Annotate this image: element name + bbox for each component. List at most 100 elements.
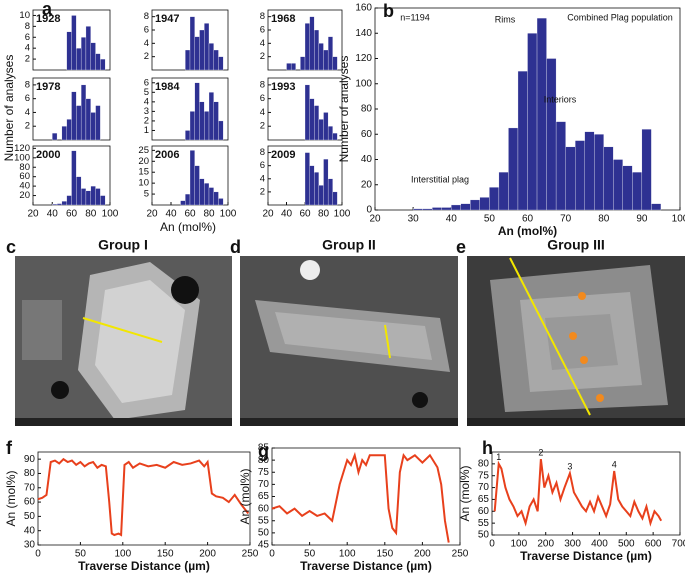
plot-frame [37, 451, 251, 546]
y-tick-label: 45 [258, 540, 270, 551]
bar [451, 204, 461, 211]
x-tick-label: 70 [560, 214, 572, 225]
line [271, 451, 450, 543]
y-tick-label: 4 [25, 43, 30, 54]
bar [323, 112, 329, 141]
y-tick-label: 6 [25, 93, 30, 104]
bar [318, 185, 324, 206]
bar [66, 31, 72, 71]
bar [508, 127, 519, 211]
x-tick-label: 100 [672, 214, 685, 225]
x-tick-label: 40 [47, 209, 59, 220]
y-tick-label: 25 [138, 145, 149, 156]
y-tick-label: 6 [144, 77, 149, 88]
y-tick-label: 5 [144, 189, 149, 200]
y-tick-label: 50 [258, 528, 270, 539]
y-tick-label: 60 [361, 129, 373, 140]
x-tick-label: 20 [262, 209, 274, 220]
y-tick-label: 8 [25, 79, 30, 90]
panel-year: 1947 [155, 13, 179, 25]
y-tick-label: 40 [19, 181, 30, 192]
x-tick-label: 100 [339, 549, 356, 560]
bar [85, 26, 91, 71]
annotation: Interstitial plag [411, 174, 469, 184]
line [37, 457, 250, 537]
bar [71, 91, 77, 141]
x-tick-label: 60 [522, 214, 534, 225]
x-tick-label: 50 [75, 549, 87, 560]
x-axis-label: Traverse Distance (µm) [520, 549, 652, 563]
bar [318, 43, 324, 71]
x-tick-label: 60 [66, 209, 78, 220]
bar [189, 150, 195, 206]
y-tick-label: 8 [144, 11, 149, 22]
x-axis-label: Traverse Distance (µm) [78, 559, 210, 573]
x-tick-label: 300 [564, 539, 581, 550]
y-axis-label: An (mol%) [458, 465, 472, 521]
y-tick-label: 70 [258, 479, 270, 490]
bar [194, 82, 200, 141]
bar [304, 23, 310, 71]
y-tick-label: 10 [138, 178, 149, 189]
bar [61, 126, 67, 141]
bar [208, 187, 214, 206]
bar [61, 201, 67, 206]
bar [90, 42, 96, 71]
y-tick-label: 40 [24, 525, 36, 536]
y-tick-label: 60 [478, 506, 490, 517]
bar [208, 43, 214, 71]
y-tick-label: 50 [24, 511, 36, 522]
bar [213, 101, 219, 141]
x-tick-label: 40 [281, 209, 293, 220]
bar [527, 33, 538, 211]
x-tick-label: 200 [199, 549, 216, 560]
bar [304, 84, 310, 141]
panel-label: d [230, 237, 241, 257]
panel-label: h [482, 438, 493, 458]
bar [80, 188, 87, 206]
x-tick-label: 90 [636, 214, 648, 225]
bar [80, 37, 87, 71]
panel-year: 1928 [36, 13, 60, 25]
bar [314, 105, 320, 141]
bar [603, 146, 614, 211]
bar [204, 111, 210, 141]
panel-year: 2009 [271, 149, 295, 161]
x-tick-label: 700 [672, 539, 685, 550]
bar [460, 203, 471, 211]
x-tick-label: 0 [489, 539, 495, 550]
bar [85, 98, 91, 141]
x-tick-label: 80 [85, 209, 97, 220]
y-tick-label: 8 [260, 147, 265, 158]
bar [304, 152, 310, 206]
image-title: Group III [547, 237, 605, 253]
bar [100, 195, 106, 206]
bar [309, 98, 315, 141]
annotation: 2 [538, 447, 543, 457]
y-tick-label: 80 [19, 162, 30, 173]
x-tick-label: 20 [369, 214, 381, 225]
x-tick-label: 250 [452, 549, 469, 560]
annotation: Rims [495, 14, 516, 24]
bar [332, 132, 338, 141]
y-axis-label: An (mol%) [238, 468, 252, 524]
x-tick-label: 80 [598, 214, 610, 225]
x-tick-label: 60 [299, 209, 311, 220]
y-tick-label: 70 [24, 482, 36, 493]
x-axis-label: An (mol%) [498, 224, 557, 238]
x-tick-label: 40 [446, 214, 458, 225]
sem-image-d [240, 256, 458, 426]
x-tick-label: 200 [414, 549, 431, 560]
x-tick-label: 50 [304, 549, 316, 560]
x-tick-label: 150 [157, 549, 174, 560]
bar [80, 84, 87, 141]
y-tick-label: 20 [19, 190, 30, 201]
y-tick-label: 20 [361, 179, 373, 190]
bar [412, 208, 423, 211]
y-axis-label: An (mol%) [4, 470, 18, 526]
y-tick-label: 4 [260, 107, 265, 118]
bar [536, 17, 547, 211]
bar [641, 129, 652, 211]
y-tick-label: 60 [24, 497, 36, 508]
x-tick-label: 40 [165, 209, 177, 220]
